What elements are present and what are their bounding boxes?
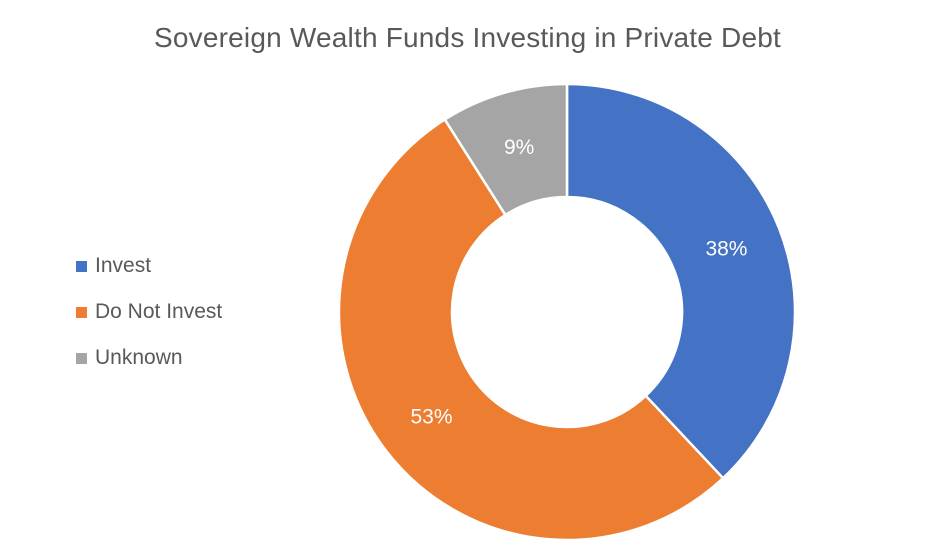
legend-item-unknown: Unknown xyxy=(76,335,222,381)
legend-label-do-not-invest: Do Not Invest xyxy=(95,300,223,323)
legend-swatch-do-not-invest xyxy=(76,306,87,318)
legend-swatch-unknown xyxy=(76,352,87,364)
legend-swatch-invest xyxy=(76,260,87,272)
legend-label-unknown: Unknown xyxy=(95,346,183,369)
chart-legend: Invest Do Not Invest Unknown xyxy=(76,243,222,381)
data-label-unknown: 9% xyxy=(504,136,534,159)
data-label-do-not-invest: 53% xyxy=(410,406,452,429)
legend-label-invest: Invest xyxy=(95,254,152,277)
donut-slice-unknown xyxy=(443,82,569,217)
donut-slice-invest xyxy=(565,82,797,480)
donut-slice-do-not-invest xyxy=(337,118,725,541)
legend-item-invest: Invest xyxy=(76,243,222,289)
chart-title: Sovereign Wealth Funds Investing in Priv… xyxy=(154,22,781,53)
legend-item-do-not-invest: Do Not Invest xyxy=(76,289,222,335)
data-label-invest: 38% xyxy=(705,237,747,260)
